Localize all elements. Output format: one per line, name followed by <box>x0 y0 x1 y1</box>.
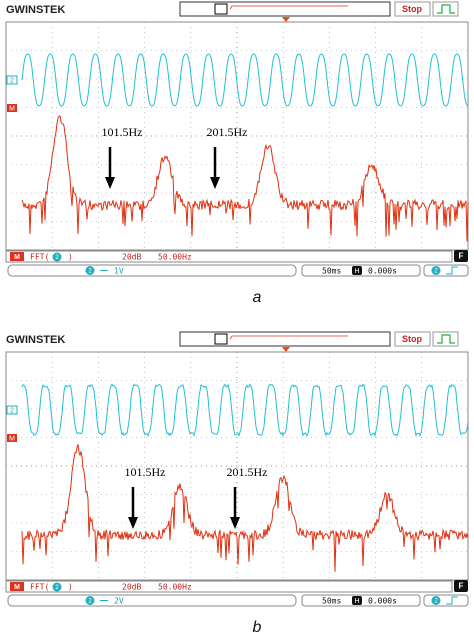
h-label: H <box>354 598 359 605</box>
math-marker: M <box>9 435 15 442</box>
h-label: H <box>354 268 359 275</box>
frequency-annotation: 201.5Hz <box>227 465 268 479</box>
frequency-annotation: 201.5Hz <box>207 125 248 139</box>
ch2-marker: 2 <box>10 407 14 414</box>
frequency-annotation: 101.5Hz <box>102 125 143 139</box>
status-scale: 20dB <box>122 253 141 262</box>
trigger-icon <box>432 331 459 347</box>
ch2-marker-box <box>6 405 18 415</box>
stop-button <box>394 1 431 17</box>
math-marker-box <box>7 434 17 442</box>
timeline-window <box>214 3 228 15</box>
delay: 0.000s <box>368 597 397 606</box>
status-fft-ch-badge <box>52 582 62 592</box>
status-freq: 50.00Hz <box>158 253 192 262</box>
brand: GWINSTEK <box>6 334 65 346</box>
timeline-wave <box>229 5 348 10</box>
f-label: F <box>459 582 464 591</box>
channel-label: 2 <box>88 269 92 275</box>
timebase: 50ms <box>322 267 341 276</box>
status-fft-close: ) <box>68 583 73 592</box>
ch2-marker-box <box>6 75 18 85</box>
channel-bar <box>7 594 297 607</box>
h-box <box>352 596 362 605</box>
channel-volts: 2V <box>114 597 124 606</box>
fft-trace <box>21 115 469 242</box>
trigger-icon-wave <box>437 334 455 344</box>
channel-badge <box>85 596 95 605</box>
stop-button <box>394 331 431 347</box>
status-math-box <box>10 582 24 591</box>
f-label: F <box>459 252 464 261</box>
annotation-arrowhead <box>210 177 220 189</box>
ch2-marker: 2 <box>10 77 14 84</box>
timeline-box <box>179 1 391 17</box>
trigger-badge <box>431 596 441 605</box>
annotation-arrowhead <box>128 517 138 529</box>
scope-panel: GWINSTEK Stop 2 M 101.5Hz 201.5Hz M FFT( 2) 20dB 5… <box>5 331 469 636</box>
timeline-wave <box>229 335 348 340</box>
ch2-waveform <box>21 383 469 438</box>
fft-trace <box>21 444 469 572</box>
trigger-edge <box>446 596 458 605</box>
annotation-arrowhead <box>105 177 115 189</box>
frequency-annotation: 101.5Hz <box>125 465 166 479</box>
trigger-icon <box>432 1 459 17</box>
status-math-box <box>10 252 24 261</box>
trigger-icon-wave <box>437 4 455 14</box>
h-box <box>352 266 362 275</box>
trigger-marker <box>282 17 290 22</box>
status-fft-close: ) <box>68 253 73 262</box>
trigger-marker <box>282 347 290 352</box>
stop-label: Stop <box>402 4 422 14</box>
stop-label: Stop <box>402 334 422 344</box>
status-scale: 20dB <box>122 583 141 592</box>
brand: GWINSTEK <box>6 4 65 16</box>
status-fft: FFT( <box>30 253 49 262</box>
channel-badge <box>85 266 95 275</box>
trigger-ch: 2 <box>434 269 438 275</box>
status-fft-ch: 2 <box>55 255 59 261</box>
f-box <box>454 580 468 592</box>
scope-panel: GWINSTEK Stop 2 M 101.5Hz 201.5Hz M FFT( 2) 20dB 5… <box>5 1 469 306</box>
channel-label: 2 <box>88 599 92 605</box>
status-fft-ch: 2 <box>55 585 59 591</box>
annotation-arrowhead <box>230 517 240 529</box>
timeline-window <box>214 333 228 345</box>
trigger-edge <box>446 266 458 275</box>
status-math: M <box>14 254 20 261</box>
caption: b <box>253 619 262 636</box>
ch2-waveform <box>21 53 469 107</box>
status-bar <box>5 250 453 263</box>
f-box <box>454 250 468 262</box>
status-fft-ch-badge <box>52 252 62 262</box>
math-marker-box <box>7 104 17 112</box>
status-bar <box>5 580 453 593</box>
status-math: M <box>14 584 20 591</box>
caption: a <box>253 289 262 306</box>
trigger-badge <box>431 266 441 275</box>
channel-bar <box>7 264 297 277</box>
delay: 0.000s <box>368 267 397 276</box>
timeline-box <box>179 331 391 347</box>
timebase: 50ms <box>322 597 341 606</box>
trigger-ch: 2 <box>434 599 438 605</box>
status-fft: FFT( <box>30 583 49 592</box>
channel-volts: 1V <box>114 267 124 276</box>
status-freq: 50.00Hz <box>158 583 192 592</box>
math-marker: M <box>9 105 15 112</box>
